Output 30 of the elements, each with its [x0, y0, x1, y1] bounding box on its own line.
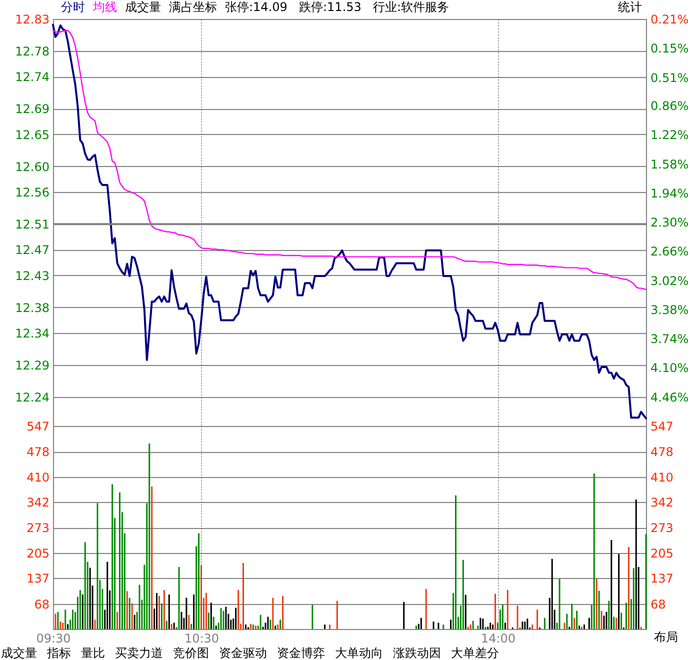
y2-tick-label: 478	[650, 445, 674, 460]
x-tick-label: 14:00	[480, 632, 516, 646]
y2-tick-label: 68	[650, 597, 666, 612]
text: 量比	[81, 646, 105, 660]
y2-tick-label: 137	[650, 572, 674, 586]
y-tick-label: 68	[34, 597, 50, 612]
text: 买卖力道	[115, 646, 163, 660]
text: 竞价图	[173, 646, 209, 660]
x-tick-label: 09:30	[36, 632, 71, 646]
y2-tick-label: 205	[650, 546, 674, 560]
y-tick-label: 137	[26, 572, 50, 586]
text: 资金博弈	[277, 646, 325, 660]
y2-tick-label: 547	[650, 420, 674, 434]
y-tick-label: 478	[26, 445, 50, 460]
y-tick-label: 410	[26, 470, 50, 484]
text: 成交量	[1, 646, 37, 660]
y2-tick-label: 410	[650, 470, 674, 484]
text: 大单差分	[451, 646, 499, 660]
y2-tick-label: 273	[650, 521, 674, 536]
text: 涨跌动因	[393, 646, 441, 660]
x-tick-label: 10:30	[184, 632, 220, 646]
y2-tick-label: 342	[650, 496, 674, 510]
text: 指标	[46, 646, 71, 660]
text: 大单动向	[335, 646, 383, 660]
y-tick-label: 273	[26, 521, 50, 536]
y-tick-label: 205	[26, 546, 50, 560]
text: 资金驱动	[219, 646, 267, 660]
text: 布局	[654, 630, 678, 644]
y-tick-label: 342	[26, 496, 50, 510]
y-tick-label: 547	[26, 420, 50, 434]
